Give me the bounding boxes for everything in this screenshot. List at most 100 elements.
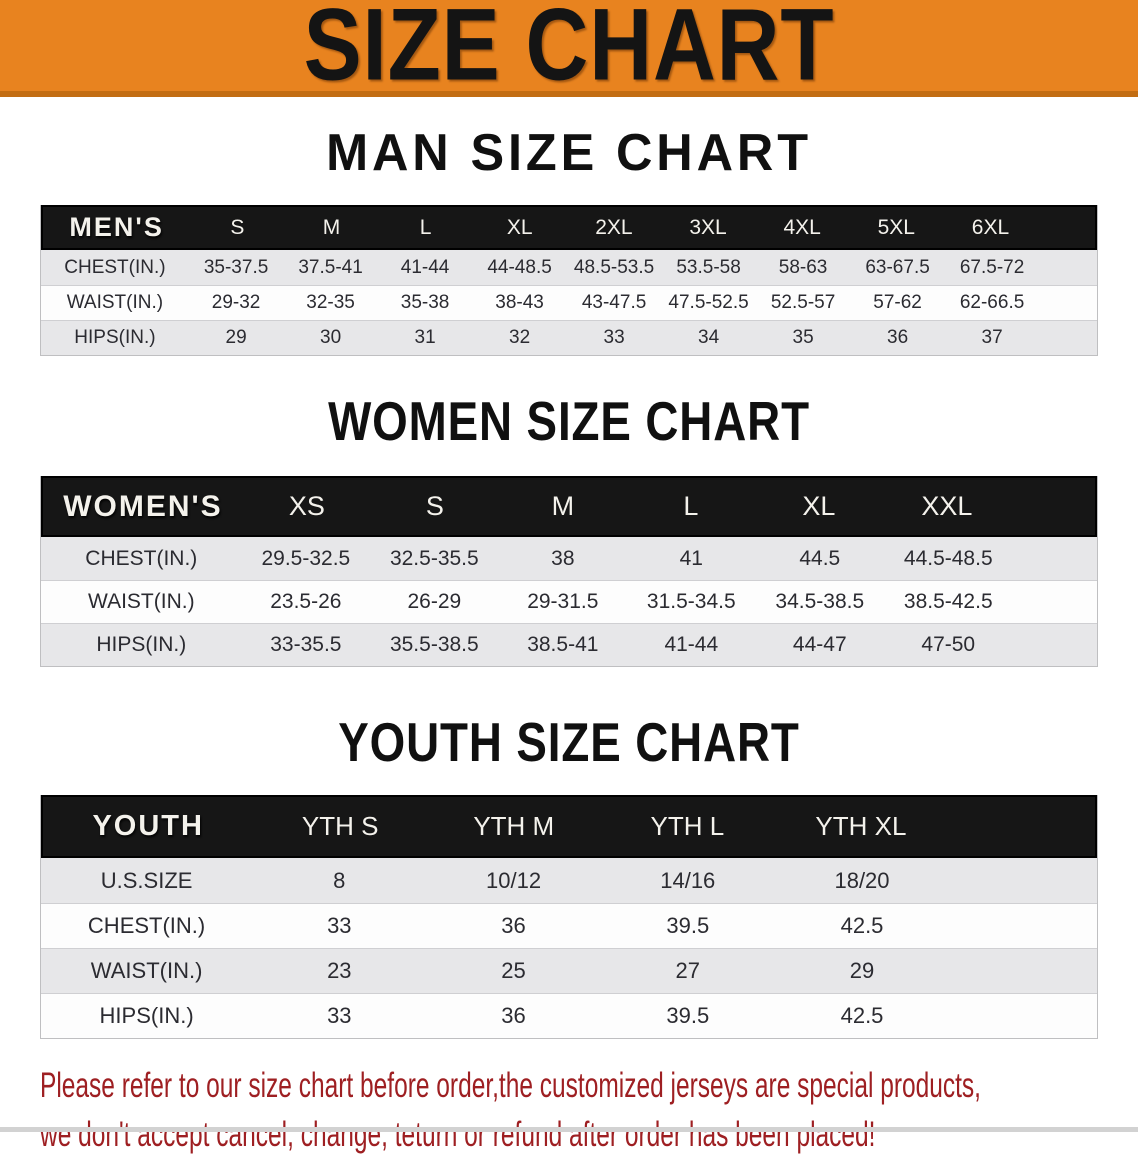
table-header-row: WOMEN'S XS S M L XL XXL xyxy=(41,476,1097,537)
size-value-cell: 33 xyxy=(603,327,625,348)
size-value-cell: 42.5 xyxy=(840,913,884,938)
size-column-header: YTH S xyxy=(301,811,379,841)
disclaimer-line-2: we don't accept cancel, change, teturn o… xyxy=(40,1115,876,1154)
size-chart-sections: MAN SIZE CHART MEN'S S M L XL 2XL 3XL 4XL 5XL 6XL… xyxy=(0,123,1138,1039)
size-value-cell: 53.5-58 xyxy=(676,256,741,278)
table-group-label: MEN'S xyxy=(69,212,164,242)
size-value-cell: 48.5-53.5 xyxy=(573,256,655,278)
size-table: WOMEN'S XS S M L XL XXL CHEST(IN.) 29.5-32.5 32.… xyxy=(40,476,1098,667)
table-row: WAIST(IN.) 23 25 27 29 xyxy=(41,948,1097,993)
size-value-cell: 41 xyxy=(679,546,703,570)
size-value-cell: 29-32 xyxy=(211,292,261,313)
size-value-cell: 44.5-48.5 xyxy=(903,546,993,570)
size-value-cell: 34 xyxy=(698,327,720,348)
image-bottom-edge xyxy=(0,1127,1138,1132)
table-row: HIPS(IN.) 33-35.5 35.5-38.5 38.5-41 41-44 44-… xyxy=(41,623,1097,666)
size-value-cell: 23.5-26 xyxy=(270,590,342,613)
table-group-label: YOUTH xyxy=(92,810,204,842)
table-row: WAIST(IN.) 29-32 32-35 35-38 38-43 43-47.5 47.… xyxy=(41,285,1097,320)
size-value-cell: 39.5 xyxy=(666,913,710,938)
size-column-header: L xyxy=(419,215,432,239)
disclaimer-line-1: Please refer to our size chart before or… xyxy=(40,1066,981,1105)
size-value-cell: 37.5-41 xyxy=(298,256,363,278)
size-value-cell: 29 xyxy=(225,327,247,348)
size-value-cell: 52.5-57 xyxy=(770,292,836,313)
measure-row-label: CHEST(IN.) xyxy=(85,546,198,570)
section-title: YOUTH SIZE CHART xyxy=(338,712,800,774)
section-title: MAN SIZE CHART xyxy=(326,124,812,182)
measure-row-label: CHEST(IN.) xyxy=(64,256,166,278)
size-value-cell: 67.5-72 xyxy=(959,256,1025,278)
size-value-cell: 8 xyxy=(333,867,346,893)
table-row: CHEST(IN.) 35-37.5 37.5-41 41-44 44-48.5 48.5… xyxy=(41,250,1097,285)
table-header-row: MEN'S S M L XL 2XL 3XL 4XL 5XL 6XL xyxy=(41,205,1097,250)
size-value-cell: 29.5-32.5 xyxy=(261,546,351,570)
size-column-header: XL xyxy=(802,491,836,521)
table-row: CHEST(IN.) 29.5-32.5 32.5-35.5 38 41 44.5 44.5… xyxy=(41,537,1097,580)
size-value-cell: 37 xyxy=(981,327,1003,348)
size-column-header: 5XL xyxy=(877,215,915,239)
table-body: CHEST(IN.) 29.5-32.5 32.5-35.5 38 41 44.5 44.5… xyxy=(41,537,1097,666)
size-column-header: YTH L xyxy=(650,811,725,841)
size-value-cell: 30 xyxy=(320,327,342,348)
table-row: CHEST(IN.) 33 36 39.5 42.5 xyxy=(41,903,1097,948)
section-title: WOMEN SIZE CHART xyxy=(328,391,810,453)
table-body: CHEST(IN.) 35-37.5 37.5-41 41-44 44-48.5 48.5… xyxy=(41,250,1097,355)
size-chart-banner: SIZE CHART xyxy=(0,0,1138,97)
size-column-header: L xyxy=(683,491,699,521)
size-value-cell: 33-35.5 xyxy=(270,633,342,656)
table-group-label: WOMEN'S xyxy=(63,489,223,523)
size-column-header: 6XL xyxy=(971,215,1010,239)
table-row: U.S.SIZE 8 10/12 14/16 18/20 xyxy=(41,858,1097,903)
size-value-cell: 26-29 xyxy=(407,590,462,613)
size-column-header: M xyxy=(551,491,575,521)
size-value-cell: 42.5 xyxy=(840,1003,884,1028)
size-value-cell: 36 xyxy=(501,913,526,938)
size-value-cell: 35-37.5 xyxy=(203,256,269,278)
size-value-cell: 32-35 xyxy=(306,292,355,313)
table-row: WAIST(IN.) 23.5-26 26-29 29-31.5 31.5-34.5 34… xyxy=(41,580,1097,623)
size-column-header: 2XL xyxy=(595,215,633,239)
size-value-cell: 14/16 xyxy=(660,867,716,893)
size-column-header: 4XL xyxy=(783,215,821,239)
size-value-cell: 47.5-52.5 xyxy=(668,292,749,313)
size-column-header: XS xyxy=(288,491,325,521)
disclaimer: Please refer to our size chart before or… xyxy=(40,1061,1138,1159)
size-value-cell: 10/12 xyxy=(486,867,542,893)
measure-row-label: HIPS(IN.) xyxy=(99,1003,194,1028)
page-title: SIZE CHART xyxy=(303,0,835,103)
size-table: MEN'S S M L XL 2XL 3XL 4XL 5XL 6XL CHEST(IN.) 35-3… xyxy=(40,205,1098,356)
size-value-cell: 38 xyxy=(551,546,575,570)
size-value-cell: 33 xyxy=(327,913,352,938)
size-value-cell: 35-38 xyxy=(400,292,450,313)
size-column-header: M xyxy=(322,215,341,239)
size-value-cell: 23 xyxy=(327,958,352,983)
table-row: HIPS(IN.) 33 36 39.5 42.5 xyxy=(41,993,1097,1038)
size-value-cell: 44-47 xyxy=(792,633,847,656)
size-value-cell: 32.5-35.5 xyxy=(389,546,479,570)
size-column-header: YTH M xyxy=(473,811,555,841)
measure-row-label: WAIST(IN.) xyxy=(88,590,195,613)
size-section: MAN SIZE CHART MEN'S S M L XL 2XL 3XL 4XL 5XL 6XL… xyxy=(0,123,1138,356)
size-column-header: YTH XL xyxy=(815,811,907,841)
size-value-cell: 43-47.5 xyxy=(581,292,647,313)
size-value-cell: 33 xyxy=(327,1003,352,1028)
size-value-cell: 38.5-42.5 xyxy=(903,590,993,613)
size-value-cell: 31.5-34.5 xyxy=(646,590,736,613)
size-value-cell: 38-43 xyxy=(495,292,544,313)
measure-row-label: HIPS(IN.) xyxy=(74,327,156,348)
size-section: WOMEN SIZE CHART WOMEN'S XS S M L XL XXL CHEST… xyxy=(0,392,1138,667)
size-value-cell: 62-66.5 xyxy=(959,292,1025,313)
size-value-cell: 44-48.5 xyxy=(487,256,552,278)
size-value-cell: 41-44 xyxy=(400,256,450,278)
size-value-cell: 18/20 xyxy=(834,867,890,893)
table-body: U.S.SIZE 8 10/12 14/16 18/20 CHEST(IN.) 33 36 39… xyxy=(41,858,1097,1038)
size-value-cell: 32 xyxy=(509,327,531,348)
size-value-cell: 44.5 xyxy=(799,546,841,570)
measure-row-label: WAIST(IN.) xyxy=(66,292,164,313)
size-value-cell: 63-67.5 xyxy=(865,256,930,278)
size-value-cell: 47-50 xyxy=(921,633,976,656)
size-column-header: S xyxy=(230,215,245,239)
size-value-cell: 25 xyxy=(501,958,526,983)
size-value-cell: 31 xyxy=(414,327,436,348)
